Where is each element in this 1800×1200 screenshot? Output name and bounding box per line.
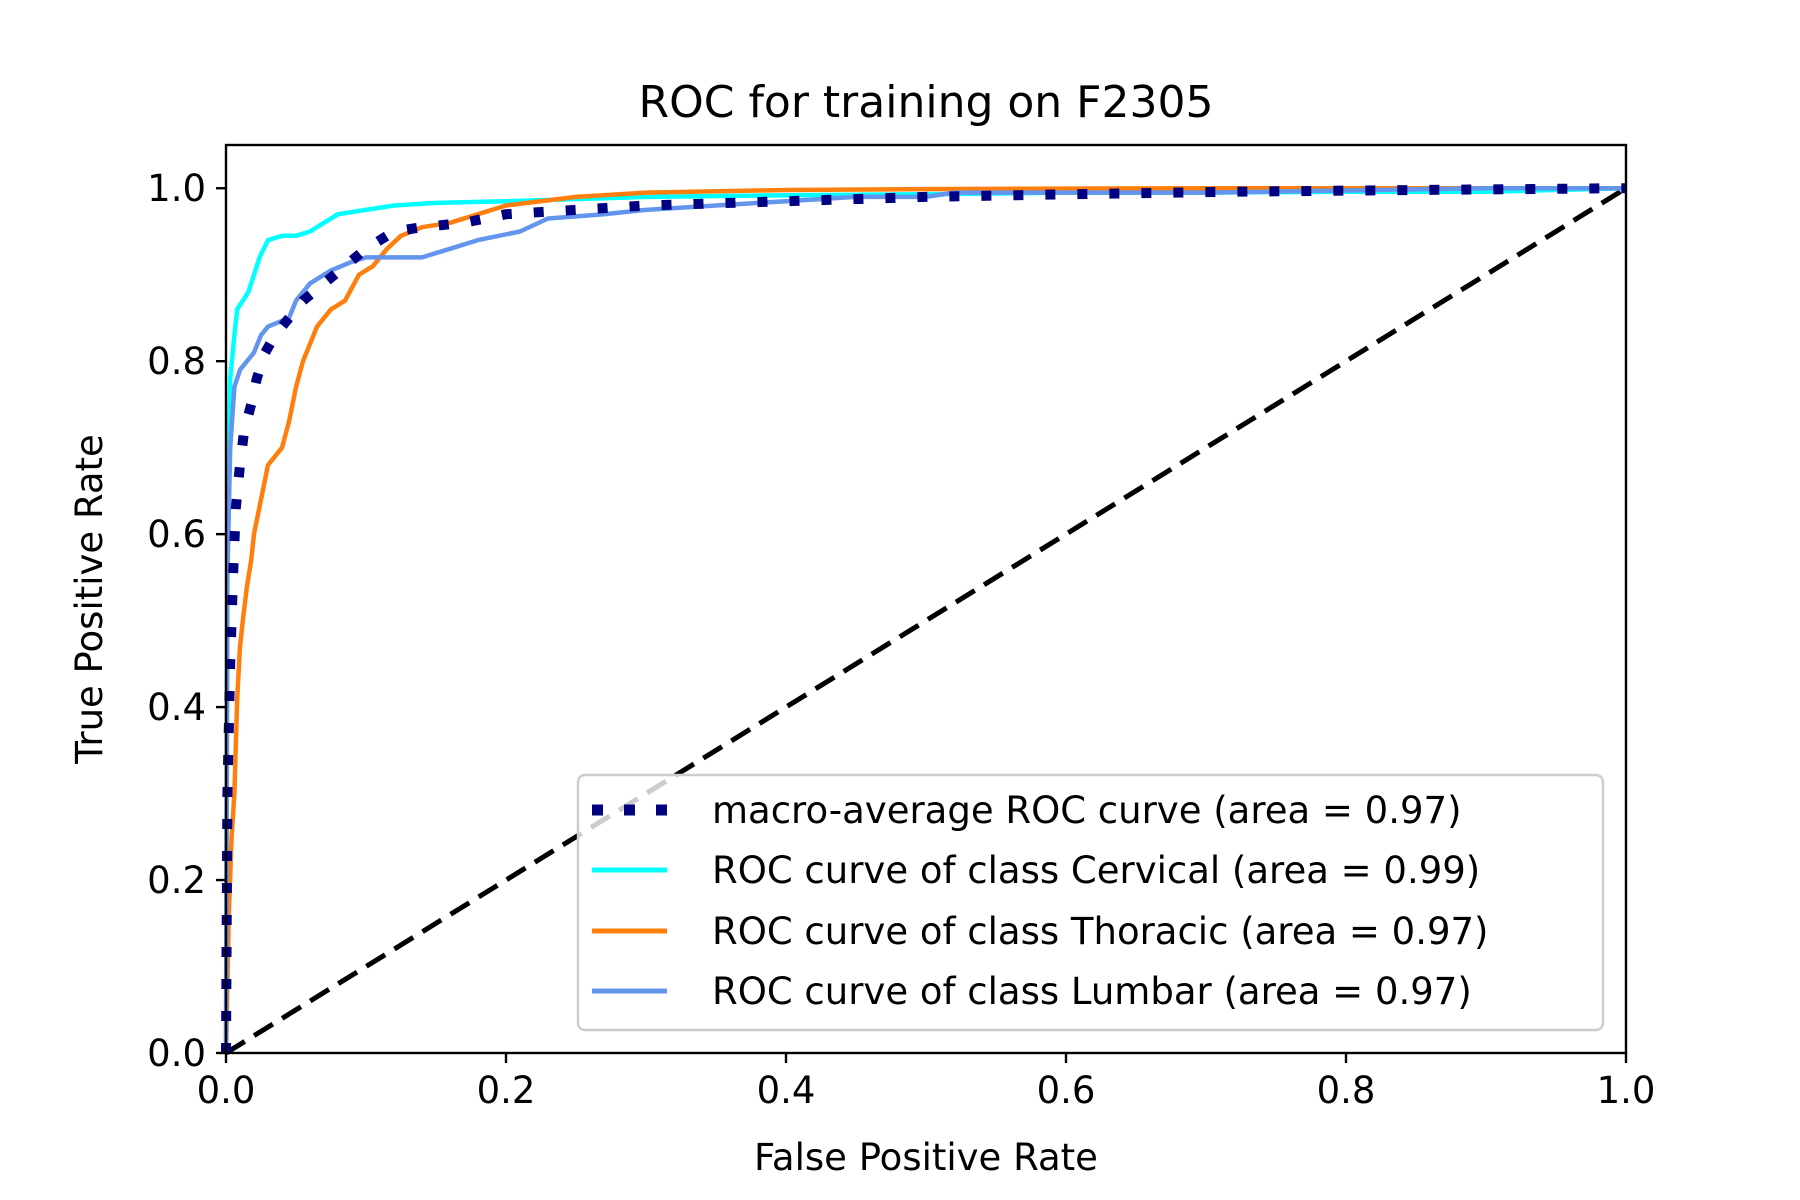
y-tick-label: 0.8 (147, 340, 206, 383)
y-tick-label: 0.2 (147, 859, 206, 902)
x-tick-label: 0.2 (477, 1069, 536, 1112)
x-tick-label: 0.6 (1037, 1069, 1096, 1112)
macro-average-curve (221, 183, 1627, 1054)
y-tick-label: 0.0 (147, 1032, 206, 1075)
x-tick-label: 1.0 (1597, 1069, 1656, 1112)
chance-diagonal (224, 186, 1628, 1056)
x-tick-label: 0.0 (197, 1069, 256, 1112)
y-tick-label: 0.6 (147, 513, 206, 556)
legend-frame (576, 773, 1605, 1032)
legend-label-macro-average: macro-average ROC curve (area = 0.97) (712, 789, 1462, 832)
x-tick-label: 0.8 (1317, 1069, 1376, 1112)
axis-ticks: 0.0 0.2 0.4 0.6 0.8 1.0 0.0 0.2 0.4 0.6 0.8 1.0 (147, 167, 1655, 1112)
y-tick-label: 1.0 (147, 167, 206, 210)
x-axis-label: False Positive Rate (754, 1136, 1098, 1179)
chart-title: ROC for training on F2305 (639, 77, 1214, 128)
axes-frame (224, 143, 1628, 1055)
legend: macro-average ROC curve (area = 0.97) RO… (576, 773, 1605, 1032)
lumbar-curve (223, 185, 1626, 1054)
y-tick-label: 0.4 (147, 686, 206, 729)
legend-label-lumbar: ROC curve of class Lumbar (area = 0.97) (712, 970, 1472, 1013)
x-tick-label: 0.4 (757, 1069, 816, 1112)
y-axis-label: True Positive Rate (68, 434, 111, 765)
thoracic-curve (223, 185, 1626, 1054)
legend-label-thoracic: ROC curve of class Thoracic (area = 0.97… (712, 910, 1488, 953)
plot-area (221, 183, 1628, 1056)
legend-label-cervical: ROC curve of class Cervical (area = 0.99… (712, 849, 1480, 892)
